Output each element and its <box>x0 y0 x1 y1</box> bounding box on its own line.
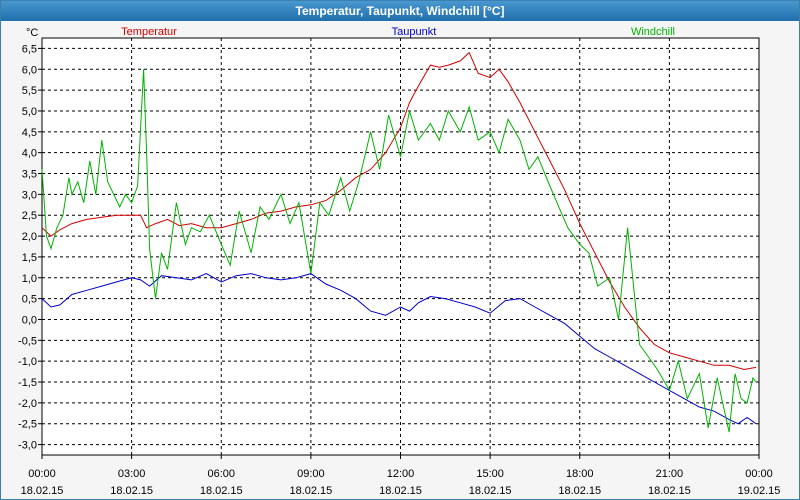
y-axis-label: °C <box>26 27 38 39</box>
y-tick-label: 2,0 <box>22 231 37 243</box>
y-tick-label: 4,5 <box>22 127 37 139</box>
series-line-taupunkt <box>41 273 757 425</box>
y-tick-label: 2,5 <box>22 210 37 222</box>
x-tick-time-label: 00:00 <box>28 468 56 480</box>
y-tick-label: -0,5 <box>18 335 37 347</box>
legend-windchill: Windchill <box>631 26 675 38</box>
x-tick-date-label: 18.02.15 <box>289 485 332 497</box>
chart-canvas: Temperatur Taupunkt Windchill 6,5 6,0 5,5 5,0… <box>18 26 781 497</box>
y-tick-label: 5,5 <box>22 85 37 97</box>
plot-area <box>41 37 760 456</box>
y-tick-label: 5,0 <box>22 106 37 118</box>
window-title: Temperatur, Taupunkt, Windchill [°C] <box>1 1 799 21</box>
y-tick-label: -2,0 <box>18 398 37 410</box>
series-line-windchill <box>41 69 757 433</box>
x-tick-time-label: 18:00 <box>566 468 594 480</box>
y-tick-label: -2,5 <box>18 419 37 431</box>
y-tick-label: -1,5 <box>18 377 37 389</box>
y-tick-label: 6,5 <box>22 43 37 55</box>
x-tick-time-label: 06:00 <box>207 468 235 480</box>
legend-taupunkt: Taupunkt <box>392 26 437 38</box>
x-tick-date-label: 18.02.15 <box>200 485 243 497</box>
y-tick-label: -3,0 <box>18 440 37 452</box>
x-tick-date-label: 19.02.15 <box>738 485 781 497</box>
x-tick-date-label: 18.02.15 <box>21 485 64 497</box>
x-tick-time-label: 03:00 <box>118 468 146 480</box>
x-tick-date-label: 18.02.15 <box>469 485 512 497</box>
legend-temperatur: Temperatur <box>121 26 177 38</box>
y-tick-label: 0,0 <box>22 314 37 326</box>
x-tick-date-label: 18.02.15 <box>648 485 691 497</box>
y-tick-label: 6,0 <box>22 64 37 76</box>
x-tick-date-label: 18.02.15 <box>110 485 153 497</box>
x-tick-date-label: 18.02.15 <box>558 485 601 497</box>
y-tick-label: 1,0 <box>22 273 37 285</box>
x-tick-date-label: 18.02.15 <box>379 485 422 497</box>
x-tick-time-label: 09:00 <box>297 468 325 480</box>
x-tick-time-label: 12:00 <box>387 468 415 480</box>
x-tick-time-label: 15:00 <box>476 468 504 480</box>
y-tick-label: 3,0 <box>22 189 37 201</box>
x-tick-time-label: 21:00 <box>656 468 684 480</box>
series-line-temperatur <box>41 51 757 371</box>
x-tick-time-label: 00:00 <box>745 468 773 480</box>
y-tick-label: -1,0 <box>18 356 37 368</box>
y-tick-label: 4,0 <box>22 148 37 160</box>
y-tick-label: 3,5 <box>22 169 37 181</box>
y-tick-label: 0,5 <box>22 294 37 306</box>
y-tick-label: 1,5 <box>22 252 37 264</box>
